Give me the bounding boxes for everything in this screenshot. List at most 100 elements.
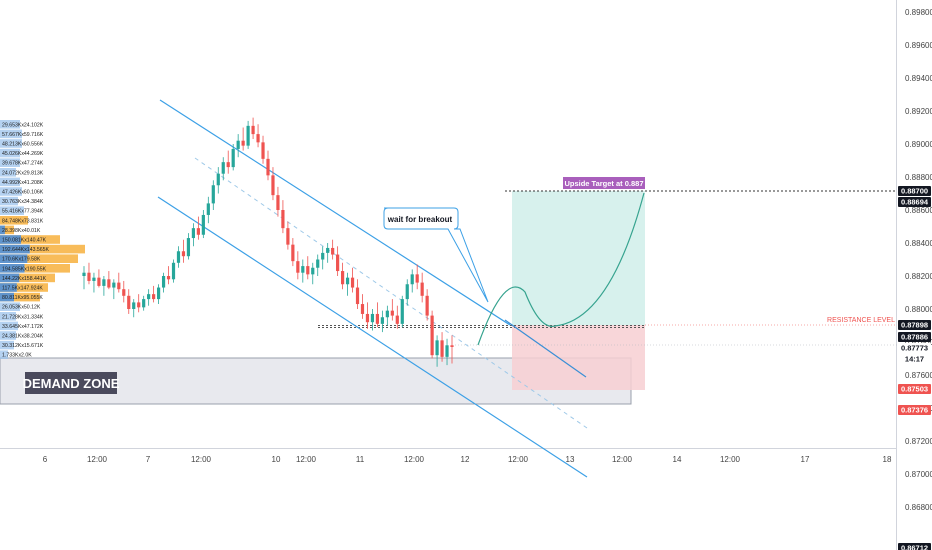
target-label: Upside Target at 0.887 (564, 179, 643, 188)
volume-label: 80.811Kx95.055K (2, 295, 43, 301)
candle-body (321, 252, 325, 260)
volume-label: 45.026Kx44.269K (2, 151, 44, 157)
price-tick-label: 0.88800 (905, 173, 932, 182)
candle-body (241, 140, 245, 146)
volume-bar-sell (0, 264, 25, 273)
resistance-label: RESISTANCE LEVEL (827, 317, 895, 324)
volume-bar (0, 292, 40, 302)
time-tick-label: 12:00 (508, 455, 529, 464)
volume-label: 47.426Kx60.106K (2, 190, 44, 196)
volume-label: 30.312Kx15.671K (2, 343, 44, 349)
candle-body (390, 310, 394, 316)
price-badge-label: 0.87886 (901, 333, 928, 342)
candle-body (221, 162, 225, 174)
volume-label: 194.585Kx190.55K (2, 266, 47, 272)
time-tick-label: 10 (272, 455, 281, 464)
candle-body (306, 266, 310, 275)
candle-body (336, 254, 340, 272)
candle-body (301, 266, 305, 273)
volume-label: 21.728Kx31.334K (2, 314, 44, 320)
time-tick-label: 6 (43, 455, 48, 464)
candle-body (291, 244, 295, 262)
time-tick-label: 12:00 (404, 455, 425, 464)
candle-body (355, 287, 360, 305)
price-badge (898, 197, 931, 207)
price-tick-label: 0.89800 (905, 8, 932, 17)
candle-body (281, 210, 285, 229)
candle-body (236, 140, 240, 149)
candle-body (201, 214, 205, 235)
time-tick-label: 12:00 (87, 455, 108, 464)
volume-label: 117.5Kx147.924K (2, 286, 43, 292)
time-tick-label: 12 (461, 455, 470, 464)
candle-body (122, 289, 126, 296)
candle-body (251, 125, 255, 135)
volume-bar-sell (0, 254, 28, 263)
price-axis-bg (897, 0, 932, 550)
candle-body (147, 294, 151, 300)
volume-bar (0, 264, 70, 273)
candle-body (370, 313, 375, 323)
volume-label: 57.667Kx59.716K (2, 132, 44, 138)
price-badge-label: 0.88694 (901, 198, 929, 207)
volume-label: 28.398Kx40.01K (2, 228, 41, 234)
candle-body (112, 282, 116, 288)
volume-bar (0, 129, 22, 139)
volume-bar (0, 196, 18, 206)
price-tick-label: 0.88200 (905, 272, 932, 281)
candle-body (181, 251, 186, 257)
price-badge (898, 405, 931, 415)
candle-body (345, 277, 350, 285)
candle-body (142, 299, 146, 308)
candle-body (246, 125, 250, 146)
candle-body (171, 262, 176, 280)
price-badge (898, 332, 931, 342)
target-label-bg (563, 177, 645, 189)
candle-body (286, 228, 290, 245)
volume-bar (0, 331, 16, 340)
candles-group (82, 117, 454, 367)
candle-body (430, 315, 434, 356)
volume-bar-sell (0, 235, 21, 244)
time-tick-label: 12:00 (720, 455, 741, 464)
price-tick-label: 0.89400 (905, 74, 932, 83)
volume-bar (0, 158, 20, 167)
demand-zone-label: DEMAND ZONE (23, 376, 120, 391)
time-tick-labels: 6 12:00 7 12:00 10 12:00 11 12:00 12 12:00 13 12:00… (43, 455, 892, 464)
candle-body (331, 247, 335, 255)
volume-bar (0, 206, 24, 215)
price-tick-label: 0.89000 (905, 140, 932, 149)
price-badge (898, 354, 931, 364)
time-tick-label: 11 (356, 455, 365, 464)
candle-body (380, 317, 384, 324)
volume-label: 1.733Kx2.0K (2, 353, 32, 359)
volume-label: 144.22Kx158.441K (2, 276, 47, 282)
price-tick-label: 0.89200 (905, 107, 932, 116)
candle-body (271, 175, 275, 196)
price-badge-label: 0.87503 (901, 385, 928, 394)
volume-label: 26.053Kx50.12K (2, 305, 41, 311)
volume-label: 33.645Kx47.172K (2, 324, 44, 330)
volume-bar (0, 139, 22, 148)
price-badge (898, 543, 931, 550)
volume-label: 192.644Kx143.565K (2, 247, 50, 253)
candle-body (340, 271, 345, 285)
candle-body (365, 313, 370, 323)
volume-bar (0, 254, 78, 263)
candle-body (256, 134, 260, 143)
volume-bar-sell (0, 244, 30, 254)
candle-body (261, 142, 265, 159)
volume-bar (0, 244, 85, 254)
volume-bar-sell (0, 273, 20, 283)
candle-body (137, 302, 141, 308)
candle-body (226, 162, 230, 168)
candle-body (375, 313, 380, 324)
candle-body (410, 274, 414, 285)
volume-label: 48.213Kx60.556K (2, 142, 44, 148)
price-tick-label: 0.89600 (905, 41, 932, 50)
volume-bar (0, 273, 55, 283)
candle-body (152, 294, 156, 300)
candle-body (117, 282, 121, 290)
callout-bubble (383, 207, 489, 303)
